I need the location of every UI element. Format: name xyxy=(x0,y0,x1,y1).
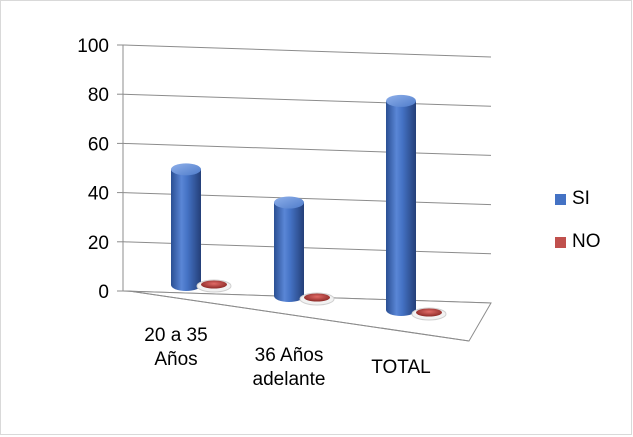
legend-label: SI xyxy=(572,188,590,209)
legend-label: NO xyxy=(572,231,601,252)
bar-no xyxy=(411,307,447,321)
x-axis-categories: 20 a 35 Años 36 Años adelante TOTAL xyxy=(144,325,430,390)
bar-no xyxy=(299,292,335,306)
y-tick-label: 40 xyxy=(88,184,109,205)
legend-entry: NO xyxy=(555,231,601,252)
gridline xyxy=(122,93,492,107)
bar-si xyxy=(171,163,201,291)
y-tick-label: 20 xyxy=(88,233,109,254)
y-axis-ticks: 0 20 40 60 80 100 xyxy=(77,36,109,303)
y-tick-label: 0 xyxy=(98,282,109,303)
category-label: TOTAL xyxy=(371,357,430,378)
gridline xyxy=(122,44,492,58)
bar-layer xyxy=(171,94,447,321)
y-tick-label: 80 xyxy=(88,85,109,106)
legend-swatch xyxy=(555,194,566,205)
gridline xyxy=(122,142,492,156)
bar-no xyxy=(196,279,232,293)
bar-si xyxy=(274,196,304,302)
y-tick-label: 60 xyxy=(88,134,109,155)
legend-swatch xyxy=(555,237,566,248)
legend: SI NO xyxy=(555,188,601,252)
bar-si xyxy=(386,94,416,317)
category-label: 36 Años adelante xyxy=(253,345,326,390)
legend-entry: SI xyxy=(555,188,590,209)
y-tick-label: 100 xyxy=(77,36,109,57)
x-axis-line xyxy=(128,290,470,342)
category-label: 20 a 35 Años xyxy=(144,325,207,370)
